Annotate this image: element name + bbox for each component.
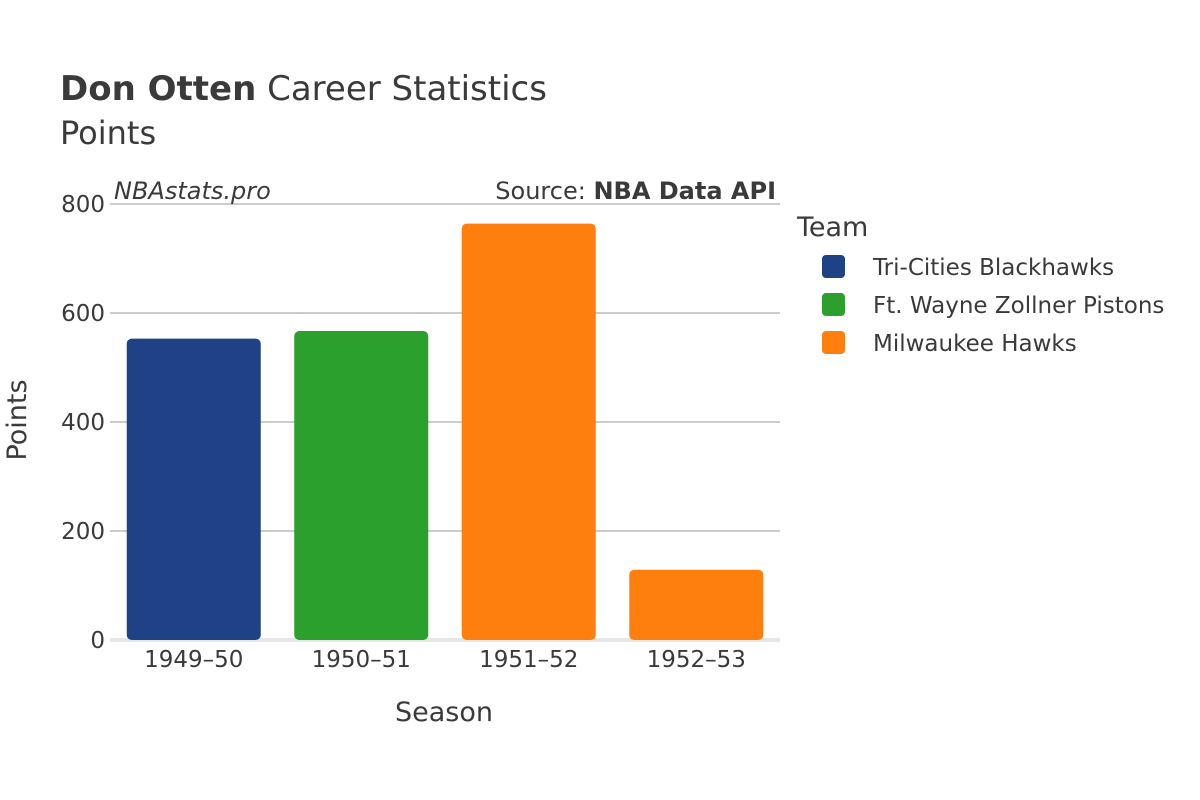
x-axis-ticks: 1949–50 1950–51 1951–52 1952–53	[144, 647, 746, 673]
legend-item-label: Milwaukee Hawks	[873, 331, 1077, 357]
y-tick-label: 200	[61, 519, 105, 545]
chart-title: Don Otten Career Statistics	[60, 69, 547, 109]
bar-1949–50	[126, 338, 261, 640]
chart-subtitle: Points	[60, 114, 156, 152]
x-tick-label: 1951–52	[479, 647, 578, 673]
source-credit: Source: NBA Data API	[495, 177, 776, 205]
legend-item-label: Tri-Cities Blackhawks	[872, 255, 1114, 281]
bar-1952–53	[629, 569, 764, 640]
source-name: NBA Data API	[593, 177, 776, 205]
bar-1951–52	[461, 223, 596, 640]
bars	[126, 223, 764, 640]
y-tick-label: 600	[61, 301, 105, 327]
chart-title-rest: Career Statistics	[256, 69, 547, 109]
x-tick-label: 1949–50	[144, 647, 243, 673]
x-tick-label: 1950–51	[312, 647, 411, 673]
x-tick-label: 1952–53	[647, 647, 746, 673]
legend: Tri-Cities Blackhawks Ft. Wayne Zollner P…	[822, 255, 1164, 357]
legend-title: Team	[796, 212, 868, 243]
y-tick-label: 800	[61, 192, 105, 218]
x-axis-label: Season	[395, 697, 493, 728]
bar-1950–51	[294, 330, 429, 640]
y-axis-ticks: 0 200 400 600 800	[61, 192, 105, 654]
source-prefix: Source:	[495, 177, 593, 205]
legend-item-label: Ft. Wayne Zollner Pistons	[873, 293, 1164, 319]
legend-swatch	[822, 255, 845, 278]
chart-title-bold: Don Otten	[60, 69, 256, 109]
y-tick-label: 400	[61, 410, 105, 436]
y-axis-label: Points	[2, 379, 33, 460]
y-tick-label: 0	[90, 628, 105, 654]
watermark: NBAstats.pro	[114, 177, 271, 205]
legend-swatch	[822, 293, 845, 316]
legend-swatch	[822, 331, 845, 354]
